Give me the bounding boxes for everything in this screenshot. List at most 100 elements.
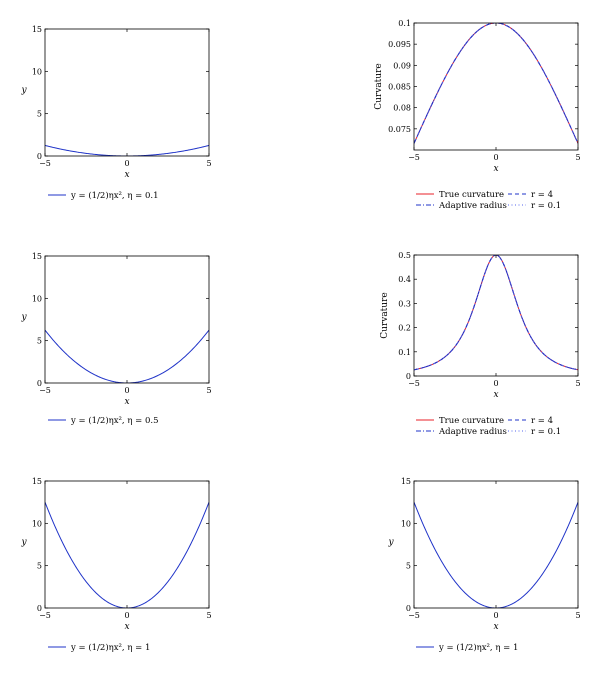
series-line-p4-0: [414, 255, 578, 371]
series-line-p2-0: [414, 23, 578, 144]
plot-frame: [44, 255, 210, 384]
y-tick-label: 15: [32, 25, 42, 34]
y-axis-label: Curvature: [374, 63, 384, 109]
series-line-p4-1: [414, 255, 578, 371]
x-axis-label: x: [493, 390, 498, 400]
y-tick-label: 0.3: [398, 299, 411, 308]
plot-frame: [44, 28, 210, 157]
series-line-p6-0: [414, 501, 578, 608]
y-tick-label: 15: [32, 252, 42, 261]
y-tick-label: 0: [406, 372, 411, 381]
y-tick-label: 0.075: [388, 125, 411, 134]
y-tick-label: 10: [401, 519, 411, 528]
y-tick-label: 0.1: [398, 19, 411, 28]
y-tick-label: 10: [32, 294, 42, 303]
y-tick-label: 0: [37, 152, 42, 161]
chart-panel-p2: −5 0 5 0.075 0.08 0.085 0.09 0.095 0.1 x Curvature…: [374, 19, 581, 211]
y-tick-label: 5: [37, 337, 42, 346]
x-axis-label: x: [124, 170, 129, 180]
x-tick-label: −5: [408, 153, 420, 162]
legend-label: True curvature: [439, 416, 504, 426]
x-tick-label: 5: [575, 379, 580, 388]
legend-label: r = 0.1: [531, 427, 561, 437]
legend-label: y = (1/2)ηx², η = 1: [438, 642, 518, 653]
y-axis-label: y: [20, 538, 27, 548]
y-axis-label: y: [20, 313, 27, 323]
y-tick-label: 0.5: [398, 251, 411, 260]
x-tick-label: 0: [124, 386, 129, 395]
series-line-p2-3: [414, 23, 578, 144]
legend-label: y = (1/2)ηx², η = 1: [70, 642, 150, 653]
x-tick-label: −5: [408, 611, 420, 620]
y-tick-label: 5: [37, 110, 42, 119]
series-line-p4-2: [414, 255, 578, 371]
legend-label: True curvature: [439, 190, 504, 200]
y-tick-label: 0: [37, 604, 42, 613]
plot-frame: [413, 22, 579, 151]
y-tick-label: 10: [32, 519, 42, 528]
legend-label: y = (1/2)ηx², η = 0.5: [70, 415, 158, 426]
x-tick-label: 5: [206, 611, 211, 620]
plot-frame: [413, 254, 579, 377]
legend: y = (1/2)ηx², η = 1: [48, 642, 150, 653]
x-tick-label: 0: [124, 159, 129, 168]
x-tick-label: 0: [124, 611, 129, 620]
legend: y = (1/2)ηx², η = 0.5: [48, 415, 158, 426]
x-axis-label: x: [124, 397, 129, 407]
y-tick-label: 0.085: [388, 83, 411, 92]
y-tick-label: 0.2: [398, 324, 411, 333]
series-line-p4-3: [414, 255, 578, 371]
y-tick-label: 10: [32, 67, 42, 76]
series-line-p5-0: [45, 501, 209, 608]
y-tick-label: 0.08: [393, 104, 411, 113]
legend-label: y = (1/2)ηx², η = 0.1: [70, 190, 158, 201]
x-axis-label: x: [493, 622, 498, 632]
x-tick-label: 5: [206, 159, 211, 168]
y-tick-label: 0.4: [398, 275, 411, 284]
y-tick-label: 0: [406, 604, 411, 613]
plot-frame: [413, 480, 579, 609]
y-axis-label: Curvature: [380, 292, 390, 338]
y-tick-label: 5: [37, 562, 42, 571]
legend-label: r = 4: [531, 416, 553, 426]
x-tick-label: 0: [493, 611, 498, 620]
x-tick-label: 0: [493, 153, 498, 162]
x-tick-label: −5: [408, 379, 420, 388]
plot-frame: [44, 480, 210, 609]
x-axis-label: x: [493, 164, 498, 174]
y-tick-label: 15: [401, 477, 411, 486]
x-tick-label: 0: [493, 379, 498, 388]
series-line-p1-0: [45, 144, 209, 156]
x-tick-label: 5: [575, 611, 580, 620]
legend-label: r = 4: [531, 190, 553, 200]
legend: y = (1/2)ηx², η = 0.1: [48, 190, 158, 201]
y-axis-label: y: [387, 538, 394, 548]
x-tick-label: −5: [39, 159, 51, 168]
x-tick-label: 5: [206, 386, 211, 395]
y-tick-label: 0.1: [398, 348, 411, 357]
y-tick-label: 0.095: [388, 40, 411, 49]
legend-label: r = 0.1: [531, 201, 561, 211]
x-axis-label: x: [124, 622, 129, 632]
legend: y = (1/2)ηx², η = 1: [416, 642, 518, 653]
y-tick-label: 5: [406, 562, 411, 571]
y-tick-label: 0.09: [393, 61, 411, 70]
legend-label: Adaptive radius: [438, 427, 507, 437]
y-axis-label: y: [20, 86, 27, 96]
series-line-p3-0: [45, 329, 209, 383]
x-tick-label: −5: [39, 611, 51, 620]
y-tick-label: 15: [32, 477, 42, 486]
series-line-p2-2: [414, 23, 578, 144]
legend-label: Adaptive radius: [438, 201, 507, 211]
x-tick-label: 5: [575, 153, 580, 162]
series-line-p2-1: [414, 23, 578, 144]
x-tick-label: −5: [39, 386, 51, 395]
